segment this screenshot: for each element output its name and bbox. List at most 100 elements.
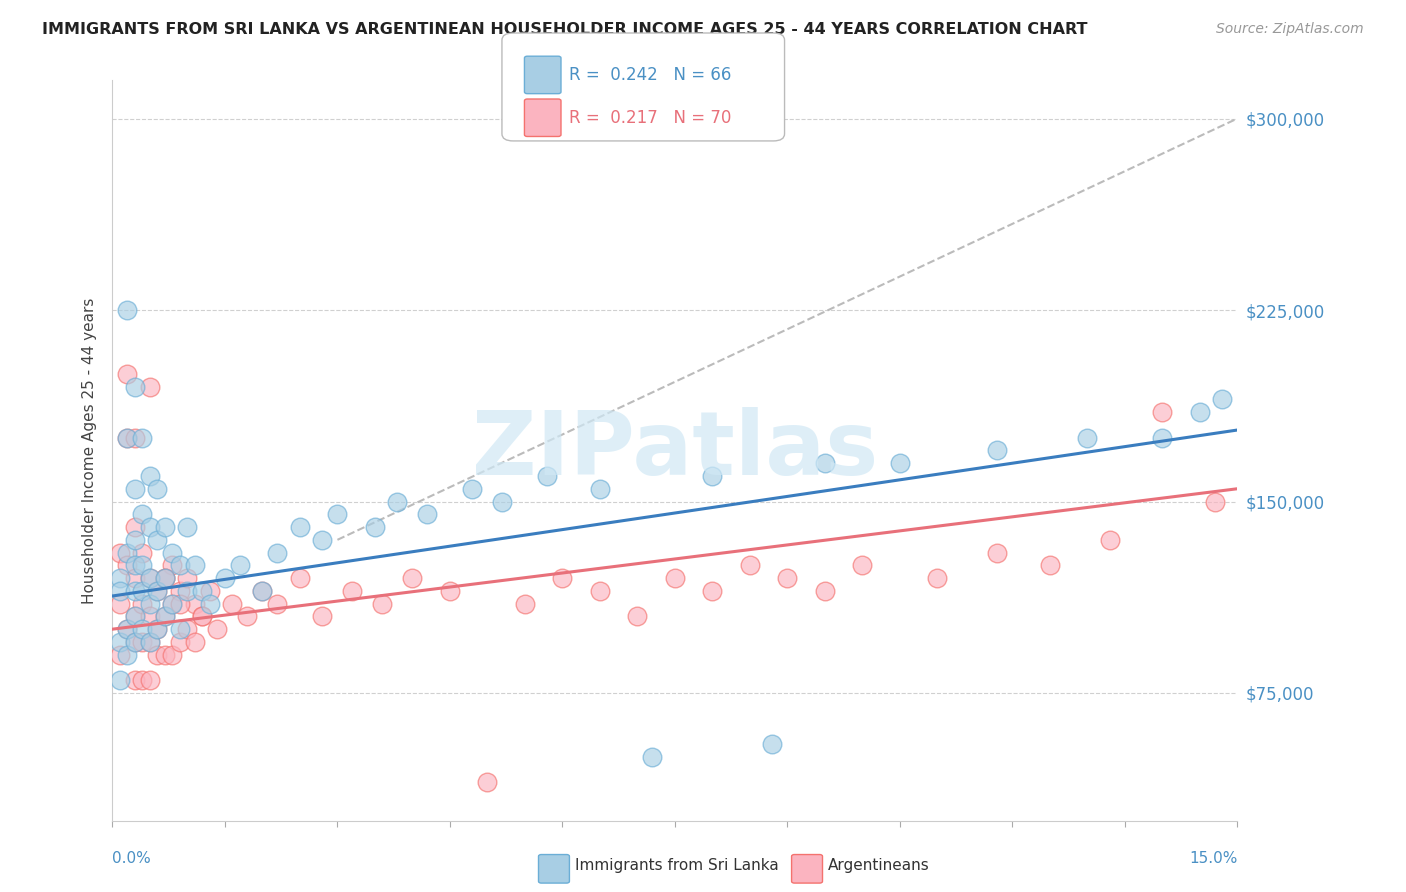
Point	[146, 622, 169, 636]
Point	[108, 673, 131, 688]
Point	[124, 609, 146, 624]
Point	[108, 583, 131, 598]
Y-axis label: Householder Income Ages 25 - 44 years: Householder Income Ages 25 - 44 years	[82, 297, 97, 604]
Text: Source: ZipAtlas.com: Source: ZipAtlas.com	[1216, 22, 1364, 37]
Point	[124, 520, 146, 534]
Point	[146, 622, 169, 636]
Point	[326, 508, 349, 522]
Point	[1076, 431, 1098, 445]
Point	[153, 648, 176, 662]
Point	[461, 482, 484, 496]
Point	[626, 609, 648, 624]
Point	[169, 597, 191, 611]
Point	[551, 571, 574, 585]
Point	[131, 635, 153, 649]
Point	[131, 545, 153, 559]
Point	[162, 648, 184, 662]
Point	[117, 622, 139, 636]
Point	[1188, 405, 1211, 419]
Point	[108, 597, 131, 611]
Point	[139, 469, 162, 483]
Point	[416, 508, 439, 522]
Point	[477, 775, 499, 789]
Point	[229, 558, 252, 573]
Point	[176, 622, 198, 636]
Point	[927, 571, 949, 585]
Text: IMMIGRANTS FROM SRI LANKA VS ARGENTINEAN HOUSEHOLDER INCOME AGES 25 - 44 YEARS C: IMMIGRANTS FROM SRI LANKA VS ARGENTINEAN…	[42, 22, 1088, 37]
Point	[153, 609, 176, 624]
Point	[1204, 494, 1226, 508]
Point	[162, 545, 184, 559]
Text: ZIPatlas: ZIPatlas	[472, 407, 877, 494]
Text: R =  0.217   N = 70: R = 0.217 N = 70	[569, 109, 731, 127]
Point	[401, 571, 423, 585]
Point	[702, 583, 724, 598]
Point	[513, 597, 536, 611]
Point	[1152, 431, 1174, 445]
Text: 0.0%: 0.0%	[112, 851, 152, 866]
Point	[153, 609, 176, 624]
Point	[153, 571, 176, 585]
Text: R =  0.242   N = 66: R = 0.242 N = 66	[569, 66, 731, 84]
Point	[124, 673, 146, 688]
Point	[124, 379, 146, 393]
Point	[139, 635, 162, 649]
Text: Argentineans: Argentineans	[828, 858, 929, 872]
Point	[131, 673, 153, 688]
Point	[117, 558, 139, 573]
Point	[108, 571, 131, 585]
Point	[117, 648, 139, 662]
Point	[776, 571, 799, 585]
Point	[288, 571, 311, 585]
Point	[889, 456, 911, 470]
Point	[169, 622, 191, 636]
Point	[108, 635, 131, 649]
Text: Immigrants from Sri Lanka: Immigrants from Sri Lanka	[575, 858, 779, 872]
Point	[266, 545, 288, 559]
Point	[117, 303, 139, 318]
Point	[814, 583, 837, 598]
Point	[117, 431, 139, 445]
Point	[124, 482, 146, 496]
Point	[1211, 392, 1233, 407]
Point	[131, 558, 153, 573]
Point	[131, 508, 153, 522]
Point	[124, 609, 146, 624]
Point	[252, 583, 274, 598]
Point	[221, 597, 243, 611]
Point	[176, 571, 198, 585]
Point	[124, 431, 146, 445]
Point	[364, 520, 387, 534]
Point	[131, 583, 153, 598]
Point	[191, 609, 214, 624]
Point	[108, 648, 131, 662]
Point	[184, 558, 207, 573]
Point	[139, 571, 162, 585]
Point	[191, 609, 214, 624]
Point	[108, 545, 131, 559]
Point	[207, 622, 229, 636]
Point	[288, 520, 311, 534]
Point	[153, 571, 176, 585]
Text: 15.0%: 15.0%	[1189, 851, 1237, 866]
Point	[342, 583, 364, 598]
Point	[131, 431, 153, 445]
Point	[139, 609, 162, 624]
Point	[214, 571, 236, 585]
Point	[191, 583, 214, 598]
Point	[589, 482, 612, 496]
Point	[139, 520, 162, 534]
Point	[162, 558, 184, 573]
Point	[184, 635, 207, 649]
Point	[169, 583, 191, 598]
Point	[1039, 558, 1062, 573]
Point	[371, 597, 394, 611]
Point	[139, 379, 162, 393]
Point	[139, 673, 162, 688]
Point	[124, 635, 146, 649]
Point	[198, 583, 221, 598]
Point	[1098, 533, 1121, 547]
Point	[738, 558, 761, 573]
Point	[986, 545, 1008, 559]
Point	[252, 583, 274, 598]
